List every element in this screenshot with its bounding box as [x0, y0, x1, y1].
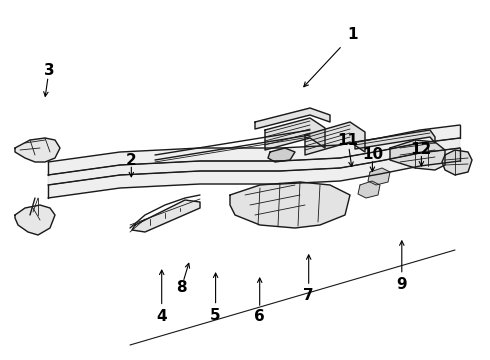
Text: 6: 6	[254, 309, 265, 324]
Polygon shape	[358, 181, 380, 198]
Text: 11: 11	[338, 133, 358, 148]
Polygon shape	[15, 205, 55, 235]
Polygon shape	[268, 148, 295, 162]
Text: 4: 4	[156, 309, 167, 324]
Polygon shape	[48, 125, 460, 175]
Polygon shape	[368, 168, 390, 185]
Text: 2: 2	[126, 153, 137, 168]
Polygon shape	[48, 148, 460, 198]
Polygon shape	[390, 140, 445, 170]
Polygon shape	[442, 150, 472, 175]
Polygon shape	[355, 130, 435, 149]
Text: 5: 5	[210, 307, 221, 323]
Text: 1: 1	[347, 27, 358, 42]
Text: 9: 9	[396, 277, 407, 292]
Text: 7: 7	[303, 288, 314, 303]
Polygon shape	[132, 200, 200, 232]
Text: 10: 10	[362, 147, 383, 162]
Polygon shape	[265, 118, 325, 150]
Polygon shape	[15, 138, 60, 162]
Text: 12: 12	[411, 142, 432, 157]
Polygon shape	[48, 138, 460, 185]
Text: 8: 8	[176, 280, 187, 296]
Polygon shape	[230, 182, 350, 228]
Polygon shape	[305, 122, 365, 155]
Polygon shape	[255, 108, 330, 129]
Text: 3: 3	[44, 63, 54, 78]
